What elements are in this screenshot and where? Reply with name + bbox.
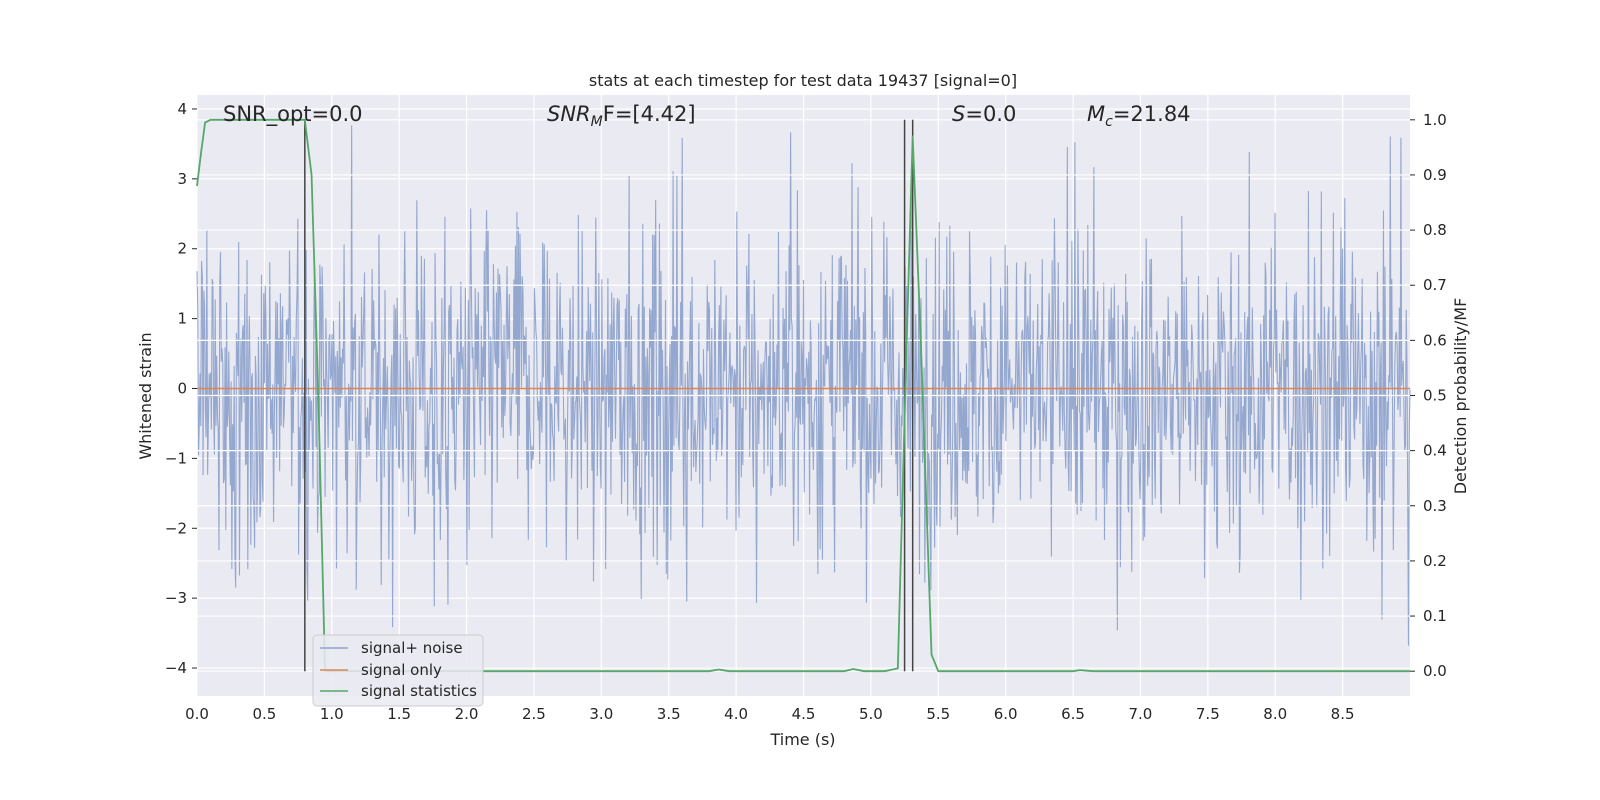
x-tick-label: 6.0: [994, 705, 1018, 723]
chart-title: stats at each timestep for test data 194…: [589, 71, 1017, 90]
y2-axis-label: Detection probability/MF: [1451, 298, 1470, 495]
x-tick-label: 0.5: [252, 705, 276, 723]
x-tick-label: 8.0: [1263, 705, 1287, 723]
annotation-snr-opt: SNR_opt=0.0: [223, 102, 363, 127]
x-tick-label: 1.0: [320, 705, 344, 723]
legend-label-signal-only: signal only: [361, 661, 442, 679]
x-tick-label: 4.0: [724, 705, 748, 723]
x-tick-label: 3.0: [589, 705, 613, 723]
y2-tick-label: 0.3: [1423, 497, 1447, 515]
annotation-mc: Mc=21.84: [1087, 102, 1191, 130]
x-tick-label: 6.5: [1061, 705, 1085, 723]
y2-tick-label: 0.5: [1423, 387, 1447, 405]
y2-tick-label: 1.0: [1423, 111, 1447, 129]
y2-tick-label: 0.7: [1423, 276, 1447, 294]
y-tick-label: 1: [177, 310, 187, 328]
x-tick-label: 7.5: [1196, 705, 1220, 723]
y-axis-label: Whitened strain: [136, 332, 155, 459]
signal-statistics-series: [196, 118, 1410, 673]
y2-tick-label: 0.1: [1423, 607, 1447, 625]
x-tick-label: 4.5: [792, 705, 816, 723]
y2-tick-label: 0.2: [1423, 552, 1447, 570]
y-tick-label: −3: [165, 589, 187, 607]
y2-tick-label: 0.6: [1423, 331, 1447, 349]
y-axis-ticks: 4 3 2 1 0 −1 −2 −3 −4: [165, 100, 197, 677]
x-axis-ticks: 0.0 0.5 1.0 1.5 2.0 2.5 3.0 3.5 4.0 4.5 5.0 5.5 6.0 6…: [185, 705, 1354, 723]
y-tick-label: 3: [177, 170, 187, 188]
series-signal-statistics-line: [196, 118, 1410, 673]
y-tick-label: 2: [177, 240, 187, 258]
x-tick-label: 5.5: [926, 705, 950, 723]
x-tick-label: 8.5: [1331, 705, 1355, 723]
x-tick-label: 5.0: [859, 705, 883, 723]
annotation-snr-mf: SNRMF=[4.42]: [547, 102, 696, 130]
x-tick-label: 3.5: [657, 705, 681, 723]
y2-tick-label: 0.9: [1423, 166, 1447, 184]
y-tick-label: −1: [165, 449, 187, 467]
x-tick-label: 2.0: [455, 705, 479, 723]
signal-noise-series: [196, 125, 1411, 646]
annotation-s: S=0.0: [952, 102, 1016, 126]
legend-label-signal-noise: signal+ noise: [361, 639, 463, 657]
y-tick-label: −2: [165, 519, 187, 537]
series-signal-noise-line: [196, 125, 1411, 646]
x-tick-label: 0.0: [185, 705, 209, 723]
y2-axis-ticks: 1.0 0.9 0.8 0.7 0.6 0.5 0.4 0.3 0.2 0.1 0.0: [1410, 111, 1447, 680]
x-axis-label: Time (s): [769, 730, 835, 749]
legend-box: [312, 634, 484, 707]
y2-tick-label: 0.0: [1423, 662, 1447, 680]
legend-label-signal-statistics: signal statistics: [361, 682, 477, 700]
y2-tick-label: 0.8: [1423, 221, 1447, 239]
x-tick-label: 1.5: [387, 705, 411, 723]
y-tick-label: 0: [177, 380, 187, 398]
x-tick-label: 2.5: [522, 705, 546, 723]
x-tick-label: 7.0: [1129, 705, 1153, 723]
y2-tick-label: 0.4: [1423, 442, 1447, 460]
y-tick-label: −4: [165, 659, 187, 677]
legend: signal+ noise signal only signal statist…: [312, 634, 484, 707]
y-tick-label: 4: [177, 100, 187, 118]
